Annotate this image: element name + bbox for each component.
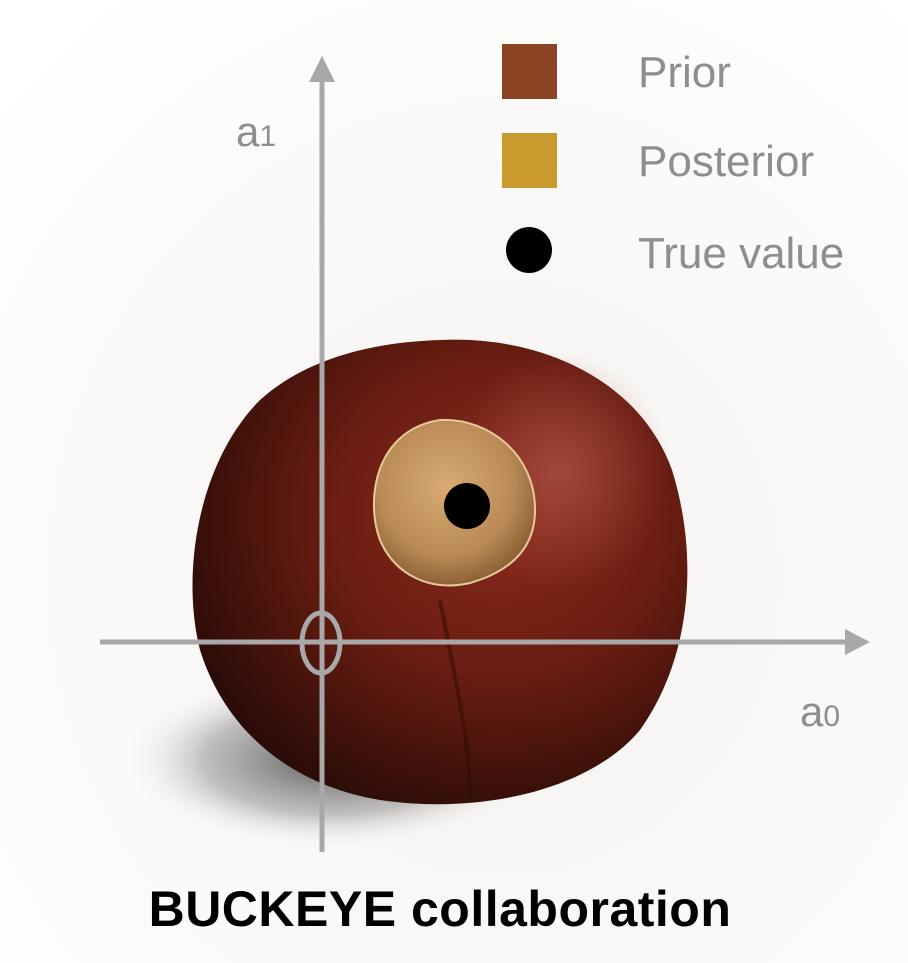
x-axis-label-subscript: 0 [823, 700, 840, 733]
chestnut-crease [438, 599, 472, 801]
legend-true-value-dot [506, 227, 552, 273]
x-axis-label-base: a [800, 688, 824, 735]
legend-posterior-label: Posterior [638, 137, 814, 186]
legend-posterior-swatch [502, 133, 557, 188]
legend-prior-label: Prior [638, 48, 731, 97]
y-axis-label-base: a [236, 108, 260, 155]
legend-prior-swatch [502, 44, 557, 99]
legend-true-value-label: True value [638, 229, 844, 278]
legend: Prior Posterior True value [502, 44, 844, 278]
y-axis-label-subscript: 1 [259, 120, 276, 153]
y-axis-arrowhead [309, 56, 335, 82]
origin-zero-marker [299, 610, 343, 676]
footer-title: BUCKEYE collaboration [148, 881, 732, 937]
y-axis-label: a1 [236, 108, 276, 155]
x-axis-arrowhead [845, 629, 870, 655]
x-axis-label: a0 [800, 688, 840, 735]
true-value-point [444, 483, 490, 529]
